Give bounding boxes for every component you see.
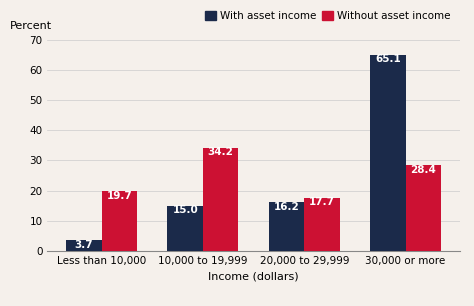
X-axis label: Income (dollars): Income (dollars) — [208, 271, 299, 281]
Text: 19.7: 19.7 — [107, 191, 132, 201]
Text: 17.7: 17.7 — [309, 197, 335, 207]
Bar — [406, 165, 441, 251]
Bar — [304, 198, 340, 251]
Text: 65.1: 65.1 — [375, 54, 401, 64]
Text: 3.7: 3.7 — [74, 240, 93, 250]
Y-axis label: Percent: Percent — [10, 21, 53, 31]
Legend: With asset income, Without asset income: With asset income, Without asset income — [201, 7, 455, 25]
Bar — [370, 54, 406, 251]
Text: 34.2: 34.2 — [208, 147, 234, 157]
Text: 16.2: 16.2 — [273, 202, 300, 211]
Bar — [269, 202, 304, 251]
Bar — [66, 240, 101, 251]
Bar — [167, 206, 203, 251]
Bar — [101, 192, 137, 251]
Bar — [203, 148, 238, 251]
Text: 15.0: 15.0 — [173, 205, 198, 215]
Text: 28.4: 28.4 — [410, 165, 436, 175]
